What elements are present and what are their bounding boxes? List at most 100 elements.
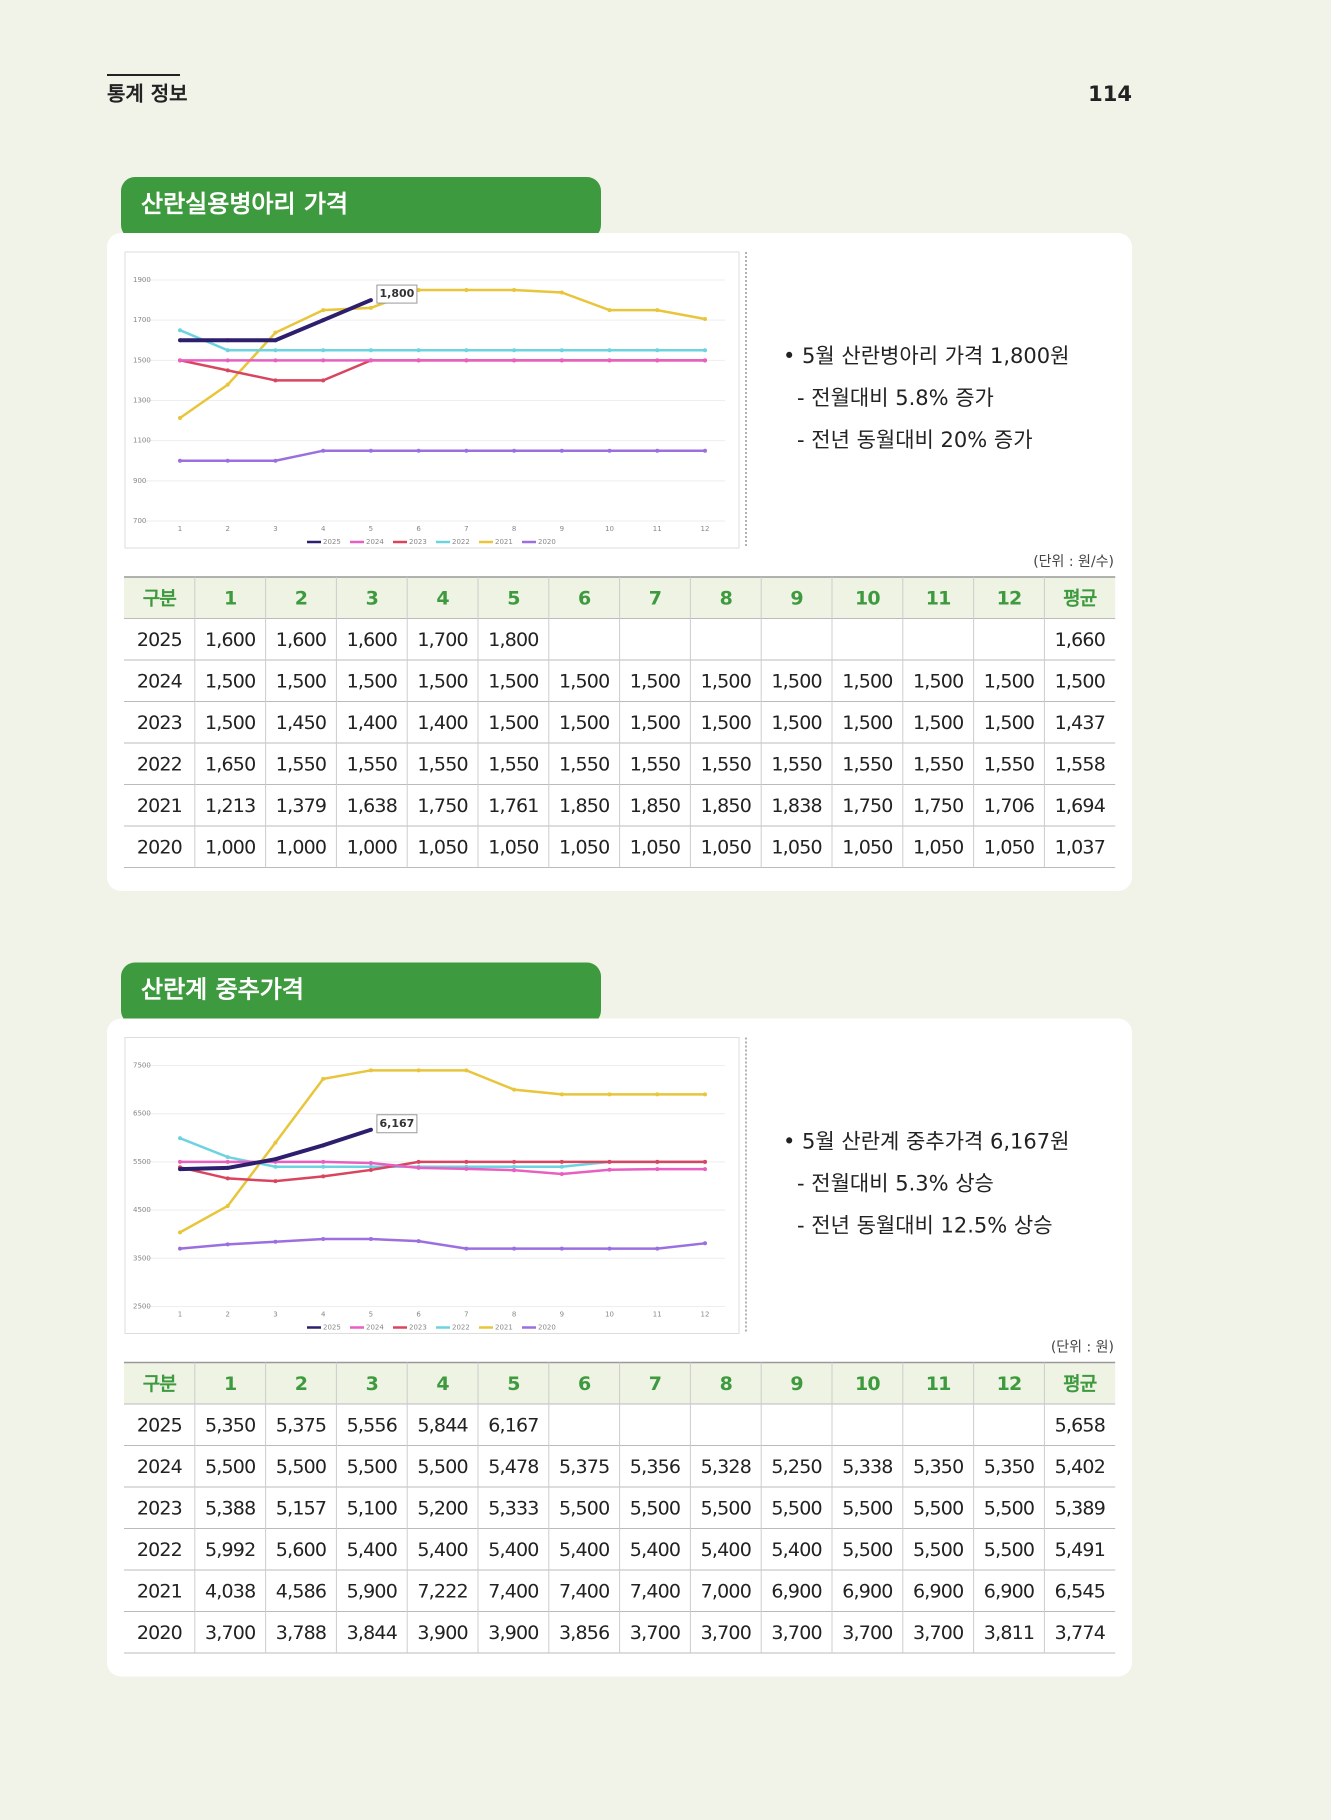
x-tick-label: 6 <box>416 1311 421 1319</box>
table-cell: 2025 <box>137 1414 182 1436</box>
table-cell: 1,500 <box>488 712 538 734</box>
x-tick-label: 3 <box>273 525 277 533</box>
series-point <box>559 1159 564 1164</box>
table-cell: 1,550 <box>701 753 751 775</box>
table-cell: 7,222 <box>417 1580 467 1602</box>
table-cell: 1,750 <box>417 795 467 817</box>
series-point <box>225 382 230 387</box>
table-cell: 1,500 <box>417 670 467 692</box>
table-cell: 5,328 <box>701 1456 751 1478</box>
table-cell: 1,500 <box>1055 670 1105 692</box>
y-tick-label: 700 <box>133 517 146 525</box>
table-cell: 1,600 <box>205 629 255 651</box>
y-tick-label: 1100 <box>133 437 151 445</box>
table-cell: 5,500 <box>701 1497 751 1519</box>
annotation-box <box>376 284 418 304</box>
table-cell: 1,000 <box>347 836 397 858</box>
table-cell: 1,750 <box>913 795 963 817</box>
table-cell: 5,478 <box>488 1456 538 1478</box>
table-cell: 5,400 <box>417 1539 467 1561</box>
table-cell: 1,500 <box>276 670 326 692</box>
series-point <box>655 1092 660 1097</box>
table-cell: 1,850 <box>559 795 609 817</box>
table-header-cell: 2 <box>295 1373 307 1395</box>
series-point <box>321 308 326 313</box>
unit-label: (단위 : 원/수) <box>1033 554 1114 570</box>
legend-label: 2023 <box>409 538 427 546</box>
series-point <box>321 318 326 323</box>
table-cell: 1,050 <box>630 836 680 858</box>
table-cell: 1,550 <box>276 753 326 775</box>
table-cell: 7,400 <box>630 1580 680 1602</box>
series-point <box>607 1167 612 1172</box>
table-cell: 1,650 <box>205 753 255 775</box>
table-cell: 1,694 <box>1055 795 1106 817</box>
series-point <box>655 448 660 453</box>
table-cell: 1,050 <box>913 836 963 858</box>
table-header-cell: 구분 <box>143 1373 177 1395</box>
table-cell: 3,774 <box>1055 1622 1106 1644</box>
table-header-cell: 3 <box>366 1373 378 1395</box>
table-cell: 2023 <box>137 712 182 734</box>
table-cell: 6,900 <box>771 1580 821 1602</box>
table-cell: 5,100 <box>347 1497 397 1519</box>
table-cell: 3,900 <box>488 1622 538 1644</box>
table-cell: 1,500 <box>913 670 963 692</box>
table-cell: 5,250 <box>771 1456 821 1478</box>
y-tick-label: 1700 <box>133 316 151 324</box>
table-cell: 3,700 <box>771 1622 821 1644</box>
table-cell: 5,400 <box>771 1539 821 1561</box>
table-cell: 1,850 <box>701 795 751 817</box>
table-header-cell: 7 <box>649 1373 661 1395</box>
series-point <box>321 1076 326 1081</box>
series-point <box>703 316 707 321</box>
table-cell: 1,500 <box>701 712 751 734</box>
y-tick-label: 1500 <box>133 356 151 364</box>
series-point <box>655 1246 660 1251</box>
series-point <box>321 1143 326 1148</box>
x-tick-label: 11 <box>653 525 662 533</box>
table-cell: 6,545 <box>1055 1580 1105 1602</box>
table-cell: 1,500 <box>630 670 680 692</box>
series-point <box>607 358 612 363</box>
series-line <box>179 1160 705 1183</box>
series-point <box>225 458 230 463</box>
table-cell: 5,500 <box>913 1539 963 1561</box>
table-cell: 1,050 <box>417 836 467 858</box>
table-cell: 5,900 <box>347 1580 397 1602</box>
series-point <box>225 1159 230 1164</box>
series-point <box>559 348 564 353</box>
series-point <box>416 1239 421 1244</box>
x-tick-label: 9 <box>560 525 564 533</box>
table-cell: 5,500 <box>842 1539 892 1561</box>
table-cell: 1,838 <box>771 795 821 817</box>
table-cell: 5,600 <box>276 1539 326 1561</box>
table-header-cell: 8 <box>720 587 733 609</box>
table-cell: 1,500 <box>984 670 1034 692</box>
legend-label: 2022 <box>452 1324 470 1332</box>
table-cell: 1,050 <box>488 836 538 858</box>
table-cell: 5,350 <box>205 1414 255 1436</box>
series-point <box>512 358 517 363</box>
series-point <box>368 448 373 453</box>
table-cell: 1,600 <box>347 629 397 651</box>
series-point <box>416 288 421 293</box>
series-point <box>416 358 421 363</box>
annotation: 6,167 <box>380 1117 415 1130</box>
table-cell: 5,500 <box>984 1539 1034 1561</box>
series-point <box>416 448 421 453</box>
series-point <box>464 358 469 363</box>
y-tick-label: 1900 <box>133 276 151 284</box>
series-point <box>273 378 278 383</box>
table-cell: 5,388 <box>205 1497 255 1519</box>
x-tick-label: 5 <box>369 1311 373 1319</box>
note-line: - 전월대비 5.8% 증가 <box>797 386 994 410</box>
table-cell: 5,500 <box>630 1497 680 1519</box>
series-point <box>512 1168 517 1173</box>
series-point <box>607 1246 612 1251</box>
series-point <box>512 1087 517 1092</box>
table-cell: 7,400 <box>488 1580 538 1602</box>
table-header-cell: 4 <box>436 587 449 609</box>
table-cell: 1,500 <box>205 712 255 734</box>
